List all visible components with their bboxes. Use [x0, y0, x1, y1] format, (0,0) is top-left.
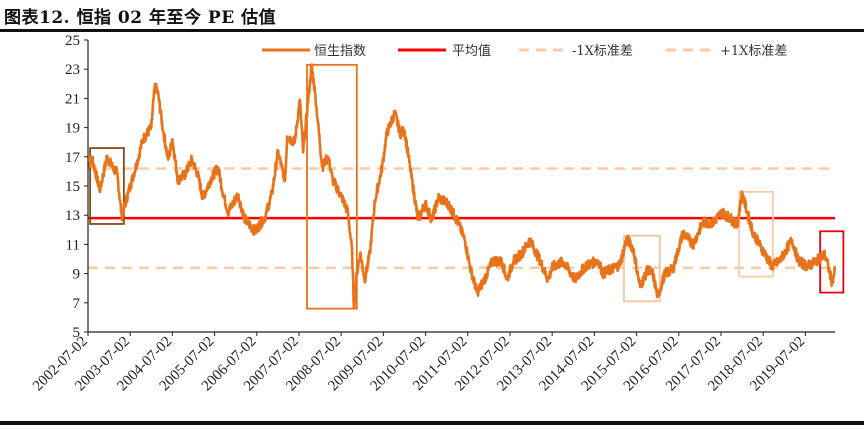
legend-label-hsi: 恒生指数 — [314, 44, 366, 59]
y-tick-label: 11 — [66, 237, 80, 253]
series-line-hsi — [86, 63, 837, 309]
highlight-box-2 — [306, 63, 358, 310]
legend-label-plus-1sd: +1X标准差 — [720, 44, 787, 59]
highlight-box-1 — [89, 147, 125, 225]
y-tick-label: 25 — [65, 33, 80, 49]
y-tick-label: 19 — [65, 121, 80, 137]
highlight-box-4 — [738, 190, 774, 278]
y-tick-label: 21 — [65, 91, 80, 107]
chart-title: 图表12. 恒指 02 年至今 PE 估值 — [4, 8, 277, 28]
highlight-boxes — [89, 63, 845, 310]
legend-label-mean: 平均值 — [452, 43, 491, 59]
y-tick-label: 7 — [73, 296, 81, 312]
legend: 恒生指数 平均值 -1X标准差 +1X标准差 — [262, 43, 787, 59]
reference-lines — [88, 167, 835, 270]
title-divider — [0, 29, 864, 32]
y-tick-label: 23 — [65, 62, 80, 78]
y-tick-label: 13 — [65, 208, 80, 224]
footer-divider — [0, 421, 864, 425]
y-tick-label: 9 — [73, 267, 81, 283]
y-tick-label: 5 — [73, 325, 81, 341]
highlight-box-3 — [623, 234, 661, 303]
legend-label-minus-1sd: -1X标准差 — [572, 44, 633, 59]
y-tick-label: 17 — [65, 150, 81, 166]
y-tick-label: 15 — [65, 179, 80, 195]
